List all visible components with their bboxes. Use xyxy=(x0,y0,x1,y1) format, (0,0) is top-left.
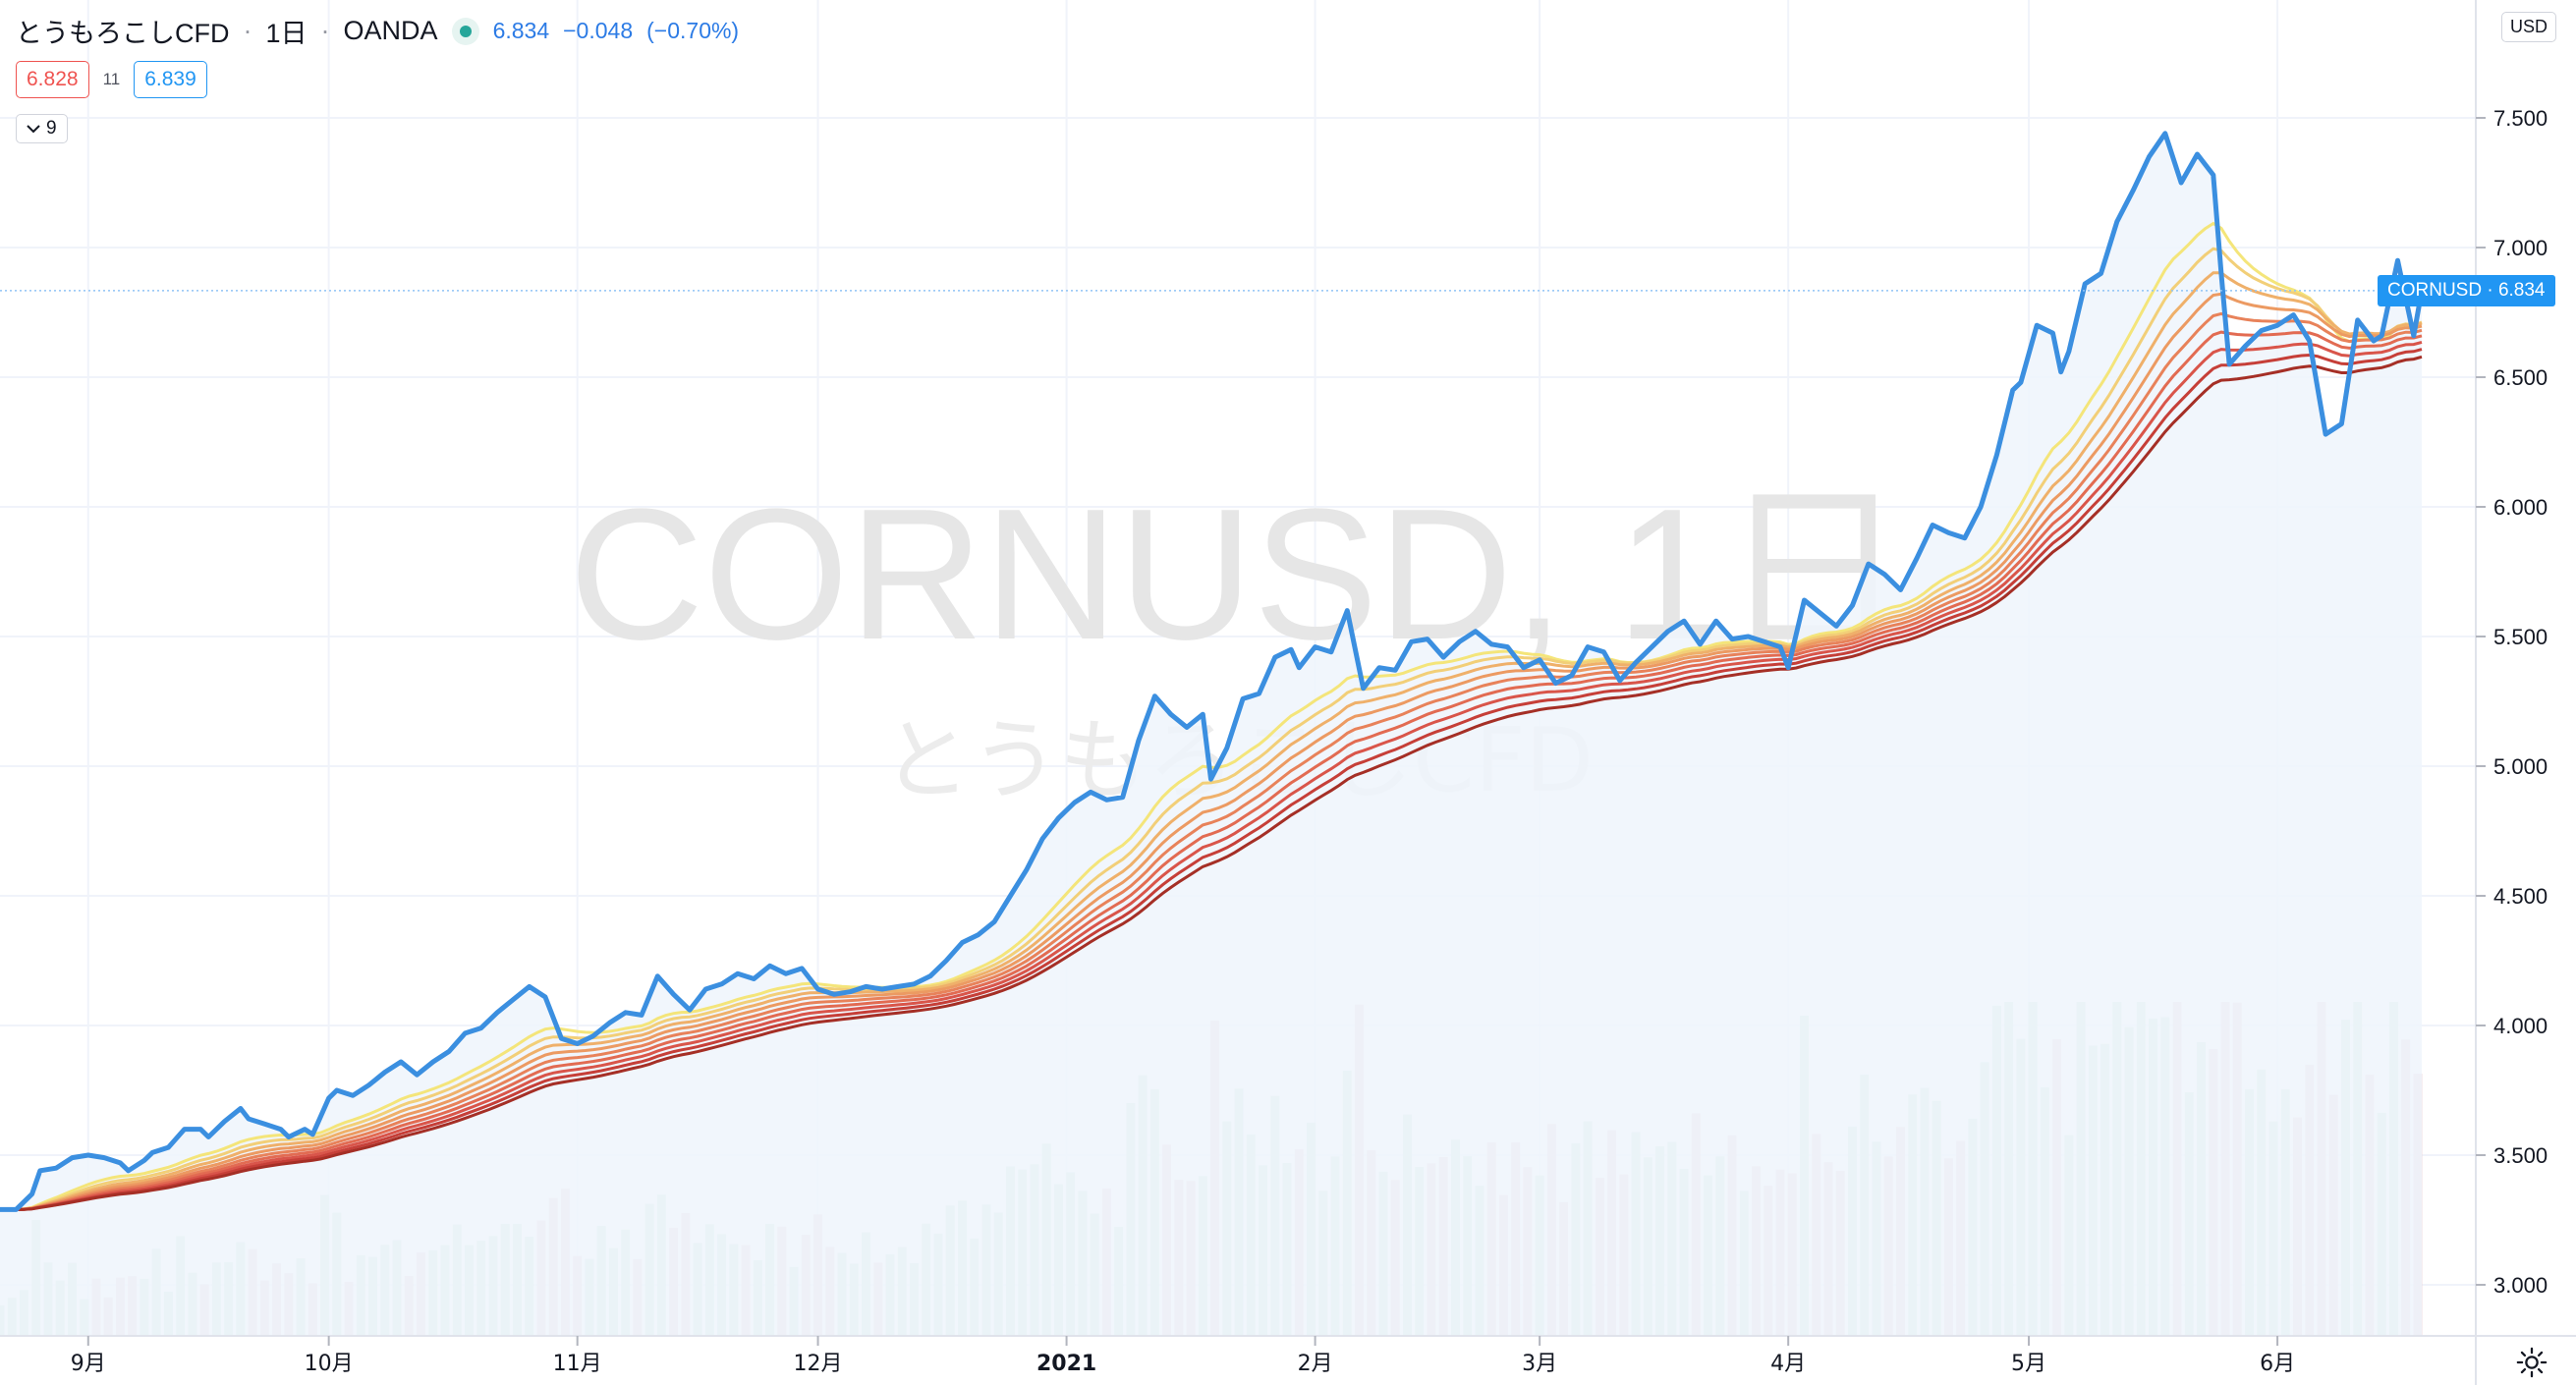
last-price: 6.834 xyxy=(492,18,550,43)
market-status-icon xyxy=(451,17,479,45)
indicators-count: 9 xyxy=(46,118,57,138)
y-tick-label: 4.500 xyxy=(2493,884,2548,909)
ribbon-line xyxy=(0,330,2423,1211)
y-tick-label: 3.000 xyxy=(2493,1273,2548,1298)
y-tick-label: 5.000 xyxy=(2493,754,2548,779)
ribbon-line xyxy=(0,340,2423,1211)
gear-icon[interactable] xyxy=(2515,1346,2548,1379)
indicators-toggle[interactable]: 9 xyxy=(16,114,68,143)
price-line[interactable] xyxy=(0,131,2425,1212)
x-tick-label: 2月 xyxy=(1298,1352,1333,1376)
y-tick-label: 3.500 xyxy=(2493,1143,2548,1168)
ribbon-line xyxy=(0,247,2423,1211)
y-tick-label: 7.500 xyxy=(2493,106,2548,131)
last-price-label: CORNUSD · 6.834 xyxy=(2378,274,2555,306)
y-tick-label: 4.000 xyxy=(2493,1014,2548,1038)
currency-button[interactable]: USD xyxy=(2501,12,2557,42)
ribbon-line xyxy=(0,311,2423,1211)
ribbon-line xyxy=(0,271,2423,1211)
spread-value: 11 xyxy=(102,70,121,88)
ribbon-line xyxy=(0,292,2423,1211)
x-tick-label: 2021 xyxy=(1036,1352,1096,1376)
symbol-name[interactable]: とうもろこしCFD xyxy=(16,19,230,48)
x-tick-label: 6月 xyxy=(2260,1352,2295,1376)
y-tick-label: 6.000 xyxy=(2493,495,2548,520)
separator: · xyxy=(320,16,330,45)
y-tick-label: 5.500 xyxy=(2493,625,2548,649)
price-change: −0.048 xyxy=(563,18,634,43)
y-tick-label: 6.500 xyxy=(2493,365,2548,390)
x-tick-label: 9月 xyxy=(71,1352,106,1376)
chevron-down-icon xyxy=(27,125,40,134)
exchange-label: OANDA xyxy=(343,16,438,45)
x-tick-label: 4月 xyxy=(1770,1352,1806,1376)
separator: · xyxy=(243,16,252,45)
interval-label[interactable]: 1日 xyxy=(265,19,308,48)
x-tick-label: 3月 xyxy=(1522,1352,1557,1376)
x-tick-label: 5月 xyxy=(2011,1352,2046,1376)
symbol-header: とうもろこしCFD · 1日 · OANDA 6.834 −0.048 (−0.… xyxy=(16,12,739,50)
x-tick-label: 12月 xyxy=(794,1352,843,1376)
bid-ask-row: 6.828 11 6.839 xyxy=(16,61,207,98)
y-tick-label: 7.000 xyxy=(2493,236,2548,260)
sell-button[interactable]: 6.828 xyxy=(16,61,89,98)
buy-button[interactable]: 6.839 xyxy=(134,61,207,98)
ribbon-line xyxy=(0,348,2423,1211)
ribbon-line xyxy=(0,355,2423,1211)
price-change-pct: (−0.70%) xyxy=(646,18,740,43)
x-tick-label: 10月 xyxy=(305,1352,354,1376)
x-tick-label: 11月 xyxy=(553,1352,602,1376)
